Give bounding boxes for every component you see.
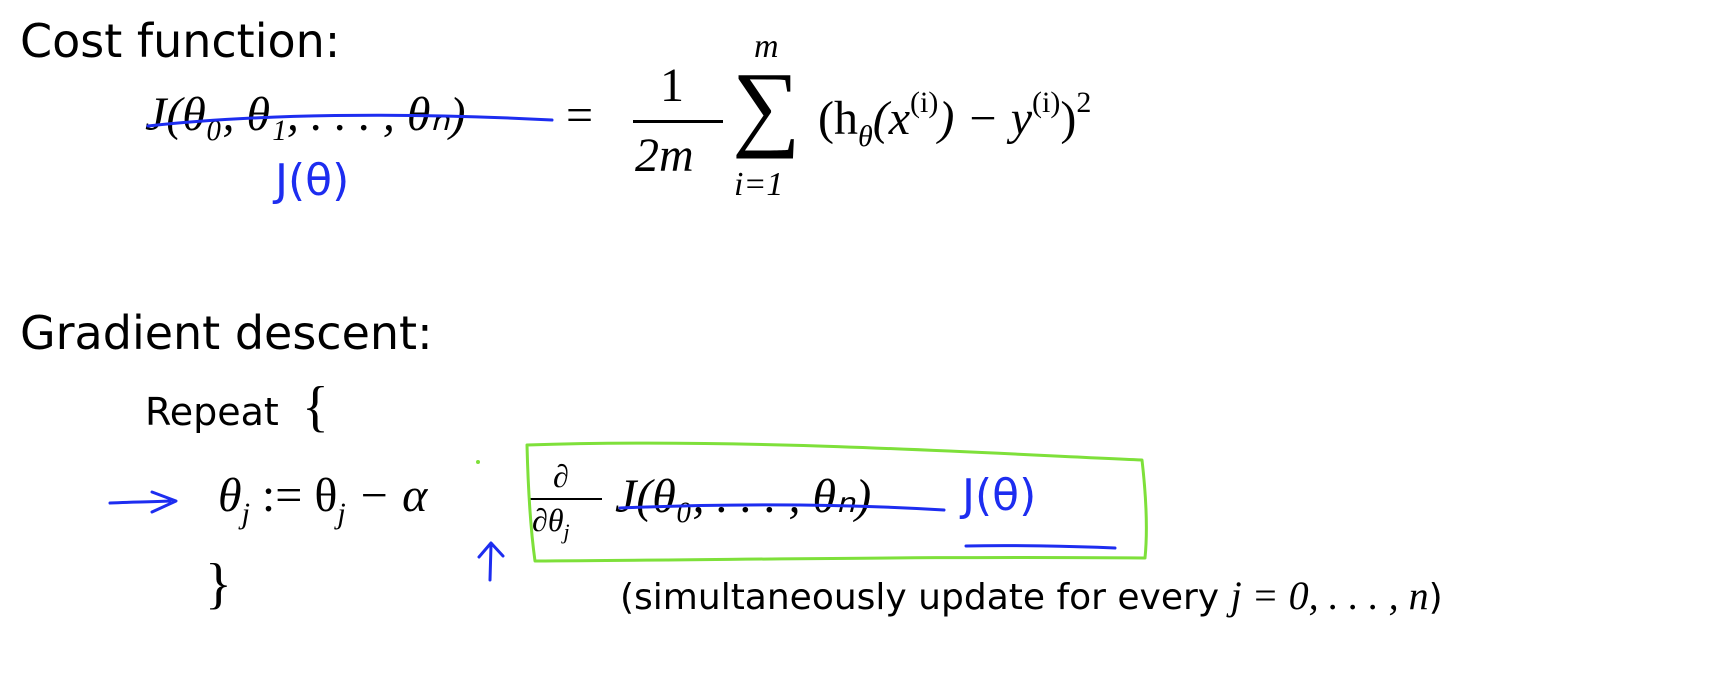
summand-square: 2 [1076,86,1092,119]
summand-x-superscript: (i) [910,86,939,119]
gradient-j-struck: J(θ₀, . . . , θₙ) [615,470,872,523]
summation-sign: ∑ [732,52,801,159]
j-theta-underline [964,544,1117,550]
cost-handwritten-j-theta: J(θ) [275,155,350,206]
partial-fraction-bar [530,498,602,500]
cost-strikethrough [146,113,554,128]
gradient-descent-heading: Gradient descent: [20,306,433,360]
cost-fraction-bar [633,120,723,123]
summand-minus-y: ) − y [938,92,1033,145]
summand-close: ) [1060,92,1077,145]
cost-function-heading: Cost function: [20,14,341,68]
update-assign: := θ [249,469,338,522]
alpha-up-arrow-icon [477,541,505,582]
partial-numerator: ∂ [553,458,569,494]
update-theta-subscript: j [241,497,250,530]
update-theta: θ [218,469,242,522]
partial-denominator: ∂θj [532,502,570,545]
repeat-label: Repeat [145,390,279,434]
summand-h-subscript: θ [857,120,873,153]
highlight-box [525,441,1148,563]
update-minus-alpha: − α [345,469,428,522]
cost-fraction-denominator: 2m [635,129,694,182]
simultaneous-update-note: (simultaneously update for every j = 0, … [620,572,1443,619]
summand-h: (h [818,92,858,145]
note-text: (simultaneously update for every [620,577,1231,618]
update-rule: θj := θj − α [218,468,427,531]
partial-den-subscript: j [563,519,570,544]
summand-y-superscript: (i) [1032,86,1061,119]
summand-x: (x [872,92,911,145]
cost-fraction-numerator: 1 [660,59,684,112]
partial-den-theta: ∂θ [532,502,564,538]
update-arrow-icon [108,490,178,514]
note-close: ) [1428,577,1443,618]
gradient-strikethrough [618,503,946,512]
gradient-handwritten-j-theta: J(θ) [962,470,1037,521]
note-math: j = 0, . . . , n [1230,573,1429,618]
cost-equals: = [566,89,594,142]
repeat-close-brace: } [205,553,232,615]
repeat-open-brace: { [302,376,329,438]
update-assign-subscript: j [337,497,346,530]
cost-summand: (hθ(x(i)) − y(i))2 [818,86,1091,154]
green-dot [476,460,480,464]
sum-upper-limit: m [754,28,779,65]
sum-lower-limit: i=1 [734,166,784,203]
